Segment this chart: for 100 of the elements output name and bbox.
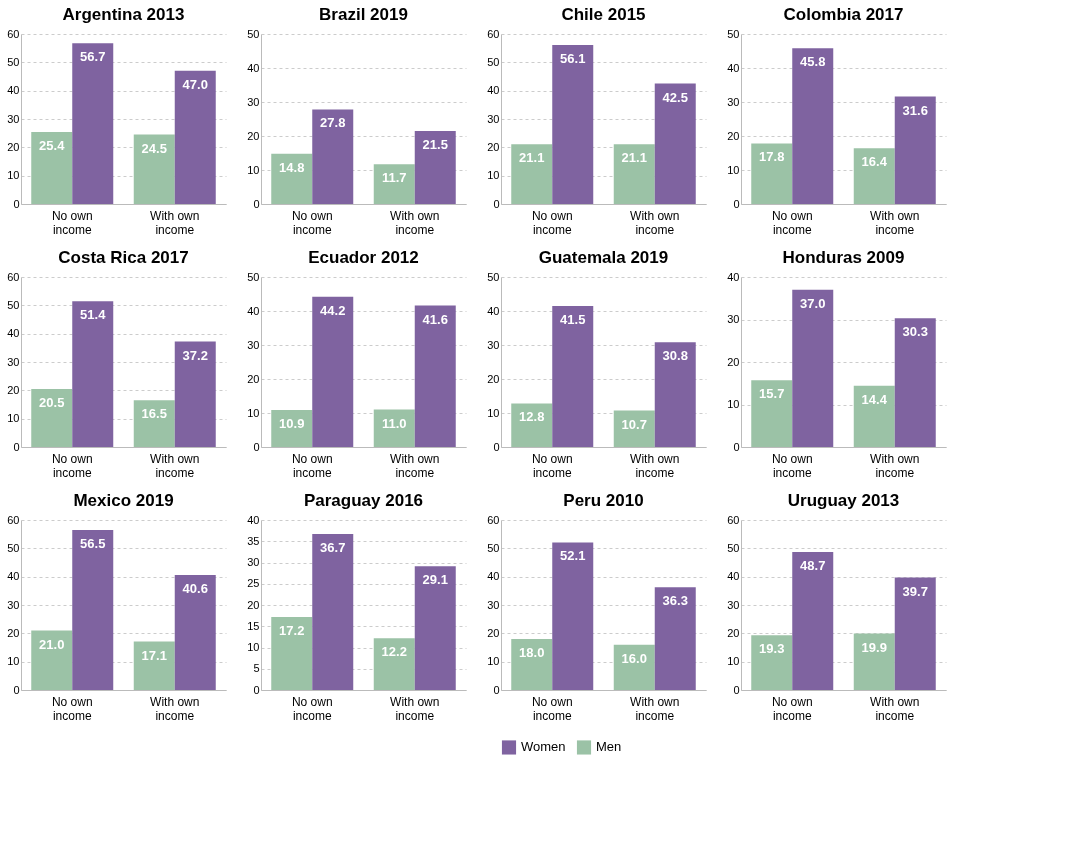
bar — [894, 318, 936, 447]
bar — [373, 409, 415, 447]
x-tick-label: With own income — [390, 208, 440, 237]
data-label: 19.3 — [759, 641, 785, 657]
y-tick-label: 0 — [733, 683, 740, 696]
y-tick-label: 20 — [247, 129, 260, 142]
data-label: 30.3 — [902, 324, 928, 340]
x-tick-label: No own income — [531, 208, 573, 237]
y-tick-label: 0 — [733, 440, 740, 453]
bar — [613, 144, 655, 204]
y-tick-label: 20 — [487, 372, 500, 385]
y-tick-label: 10 — [7, 412, 20, 425]
data-label: 15.7 — [759, 386, 785, 402]
bar — [511, 639, 553, 690]
data-label: 20.5 — [39, 394, 65, 410]
x-tick-label: With own income — [630, 694, 680, 723]
data-label: 11.7 — [381, 170, 407, 186]
data-label: 37.2 — [182, 347, 208, 363]
y-tick-label: 30 — [727, 95, 740, 108]
y-tick-label: 40 — [727, 61, 740, 74]
x-tick-label: With own income — [150, 694, 200, 723]
bar — [271, 153, 313, 204]
data-label: 41.5 — [560, 311, 586, 327]
chart-title: Paraguay 2016 — [303, 491, 424, 510]
bar — [312, 109, 354, 204]
x-tick-label: No own income — [531, 451, 573, 480]
bar — [31, 630, 73, 690]
y-tick-label: 20 — [727, 626, 740, 639]
data-label: 56.7 — [80, 49, 106, 65]
x-tick-label: No own income — [51, 208, 93, 237]
data-label: 14.8 — [279, 159, 305, 175]
y-tick-label: 40 — [487, 84, 500, 97]
bar — [654, 83, 696, 204]
bar — [72, 301, 114, 447]
chart-title: Mexico 2019 — [73, 491, 174, 510]
y-tick-label: 10 — [7, 169, 20, 182]
y-tick-label: 30 — [7, 355, 20, 368]
bar — [414, 305, 456, 447]
y-tick-label: 15 — [247, 619, 260, 632]
y-tick-label: 10 — [487, 655, 500, 668]
bar — [552, 45, 594, 204]
y-tick-label: 50 — [487, 270, 500, 283]
data-label: 16.0 — [621, 650, 647, 666]
data-label: 45.8 — [800, 54, 826, 70]
bar — [853, 148, 895, 204]
bar — [133, 134, 175, 204]
y-tick-label: 40 — [727, 270, 740, 283]
x-tick-label: With own income — [870, 451, 920, 480]
y-tick-label: 40 — [487, 304, 500, 317]
data-label: 36.3 — [662, 593, 688, 609]
bar — [31, 388, 73, 447]
y-tick-label: 20 — [7, 140, 20, 153]
x-tick-label: No own income — [771, 694, 813, 723]
y-tick-label: 30 — [247, 95, 260, 108]
y-tick-label: 30 — [487, 598, 500, 611]
x-tick-label: No own income — [771, 451, 813, 480]
y-tick-label: 20 — [727, 129, 740, 142]
bar — [373, 164, 415, 204]
data-label: 52.1 — [560, 548, 586, 564]
y-tick-label: 50 — [7, 541, 20, 554]
data-label: 25.4 — [39, 138, 66, 154]
data-label: 12.2 — [381, 644, 407, 660]
data-label: 30.8 — [662, 348, 688, 364]
bar — [414, 566, 456, 690]
data-label: 39.7 — [902, 583, 928, 599]
y-tick-label: 30 — [727, 598, 740, 611]
data-label: 21.1 — [519, 150, 545, 166]
data-label: 21.5 — [422, 136, 448, 152]
y-tick-label: 0 — [253, 197, 260, 210]
bar — [751, 380, 793, 447]
data-label: 10.9 — [279, 415, 305, 431]
y-tick-label: 30 — [247, 338, 260, 351]
data-label: 16.5 — [141, 406, 167, 422]
bar — [72, 43, 114, 204]
y-tick-label: 25 — [247, 577, 260, 590]
bar — [271, 409, 313, 447]
y-tick-label: 20 — [247, 598, 260, 611]
y-tick-label: 30 — [487, 112, 500, 125]
data-label: 21.1 — [621, 150, 647, 166]
chart-title: Honduras 2009 — [782, 248, 905, 267]
data-label: 51.4 — [80, 307, 107, 323]
x-tick-label: No own income — [291, 208, 333, 237]
y-tick-label: 10 — [247, 163, 260, 176]
bar — [511, 403, 553, 447]
chart-title: Ecuador 2012 — [308, 248, 419, 267]
y-tick-label: 20 — [247, 372, 260, 385]
chart-title: Brazil 2019 — [319, 5, 408, 24]
x-tick-label: No own income — [291, 694, 333, 723]
y-tick-label: 50 — [247, 27, 260, 40]
y-tick-label: 40 — [247, 304, 260, 317]
y-tick-label: 10 — [7, 655, 20, 668]
y-tick-label: 10 — [487, 406, 500, 419]
bar — [751, 143, 793, 204]
x-tick-label: No own income — [291, 451, 333, 480]
bar — [654, 342, 696, 447]
y-tick-label: 0 — [493, 197, 500, 210]
y-tick-label: 10 — [727, 655, 740, 668]
y-tick-label: 30 — [247, 556, 260, 568]
chart-title: Chile 2015 — [561, 5, 646, 24]
y-tick-label: 0 — [493, 440, 500, 453]
